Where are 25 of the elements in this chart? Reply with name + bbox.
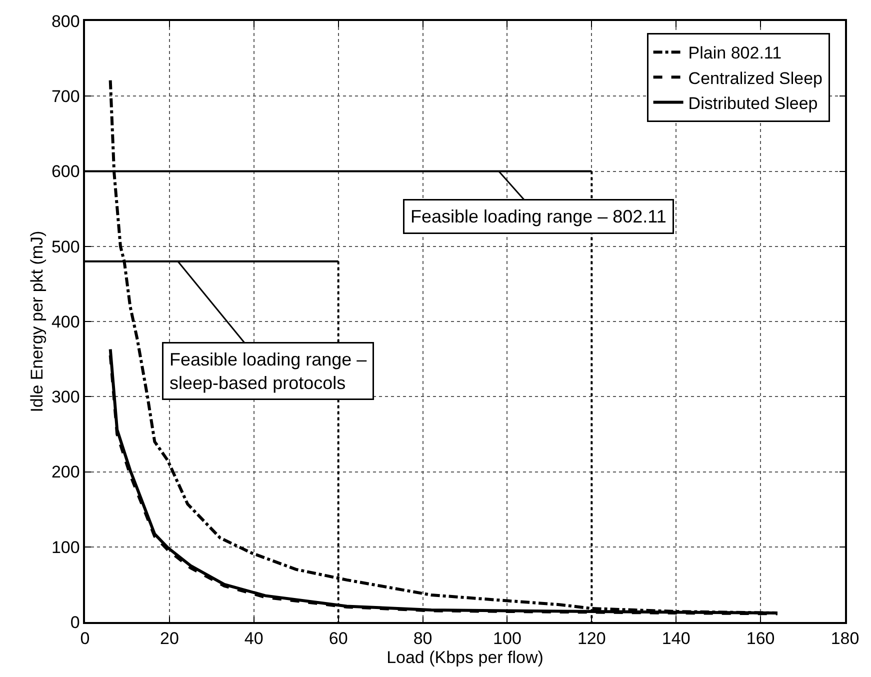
annotation: Feasible loading range – sleep-based protocols	[170, 350, 367, 393]
x-tick-label: 120	[577, 629, 606, 648]
y-tick-label: 700	[51, 87, 80, 106]
y-tick-label: 800	[51, 12, 80, 31]
x-tick-label: 60	[328, 629, 348, 648]
legend-label: Centralized Sleep	[688, 68, 823, 88]
x-tick-label: 20	[160, 629, 179, 648]
x-tick-label: 100	[493, 629, 522, 648]
x-tick-label: 40	[244, 629, 264, 648]
x-tick-label: 140	[662, 629, 690, 648]
legend-label: Plain 802.11	[688, 44, 782, 63]
y-tick-label: 500	[51, 237, 80, 256]
legend-label: Distributed Sleep	[688, 94, 818, 113]
y-tick-label: 0	[70, 612, 80, 632]
x-tick-label: 160	[746, 629, 775, 648]
x-tick-label: 80	[413, 629, 432, 648]
y-tick-label: 600	[51, 162, 80, 182]
y-axis-title: Idle Energy per pkt (mJ)	[28, 230, 47, 412]
x-axis-title: Load (Kbps per flow)	[386, 648, 544, 668]
y-tick-label: 100	[51, 538, 80, 557]
y-tick-label: 400	[51, 312, 80, 332]
x-tick-label: 180	[830, 629, 860, 648]
y-tick-label: 300	[51, 388, 80, 407]
annotation: Feasible loading range – 802.11	[410, 206, 666, 226]
y-tick-label: 200	[51, 462, 80, 482]
